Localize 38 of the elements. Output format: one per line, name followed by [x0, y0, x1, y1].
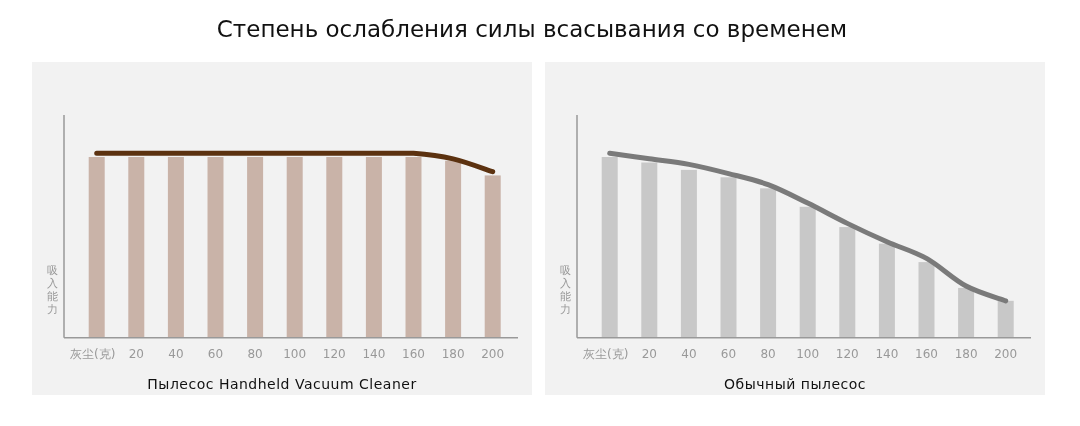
x-tick-label: 80	[247, 346, 263, 361]
bar	[760, 188, 777, 338]
bar	[641, 162, 658, 338]
y-axis-title: 吸入能力	[46, 264, 58, 316]
x-tick-label: 100	[283, 346, 307, 361]
x-tick-label: 160	[915, 346, 938, 361]
x-tick-label: 120	[835, 346, 859, 361]
bar	[878, 243, 895, 338]
bar	[799, 206, 816, 338]
bar	[601, 156, 618, 338]
x-tick-label: 140	[875, 346, 899, 361]
x-tick-label: 180	[954, 346, 978, 361]
x-tick-label: 80	[760, 346, 776, 361]
text: Обычный пылесос	[724, 376, 866, 392]
bar	[918, 262, 935, 338]
x-tick-label: 60	[720, 346, 737, 361]
x-tick-label: 160	[402, 346, 425, 361]
x-tick-label: 20	[128, 346, 144, 361]
chart-title: Степень ослабления силы всасывания со временем	[215, 16, 849, 42]
bar	[680, 169, 697, 338]
x-tick-label: 20	[641, 346, 657, 361]
x-tick-label: 120	[322, 346, 346, 361]
x-tick-label: 180	[441, 346, 465, 361]
y-axis-title: 吸入能力	[559, 264, 571, 316]
x-tick-label: 灰尘(克)	[70, 346, 116, 361]
bar	[839, 227, 856, 338]
bar	[720, 177, 737, 338]
bar	[958, 287, 975, 338]
bar	[997, 300, 1014, 338]
text: Пылесос Handheld Vacuum Cleaner	[147, 376, 417, 392]
x-tick-label: 200	[481, 346, 505, 361]
x-tick-label: 60	[207, 346, 224, 361]
x-tick-label: 140	[362, 346, 386, 361]
x-tick-label: 200	[994, 346, 1018, 361]
x-tick-label: 100	[796, 346, 820, 361]
x-tick-label: 40	[168, 346, 184, 361]
x-tick-label: 灰尘(克)	[583, 346, 629, 361]
x-tick-label: 40	[681, 346, 697, 361]
